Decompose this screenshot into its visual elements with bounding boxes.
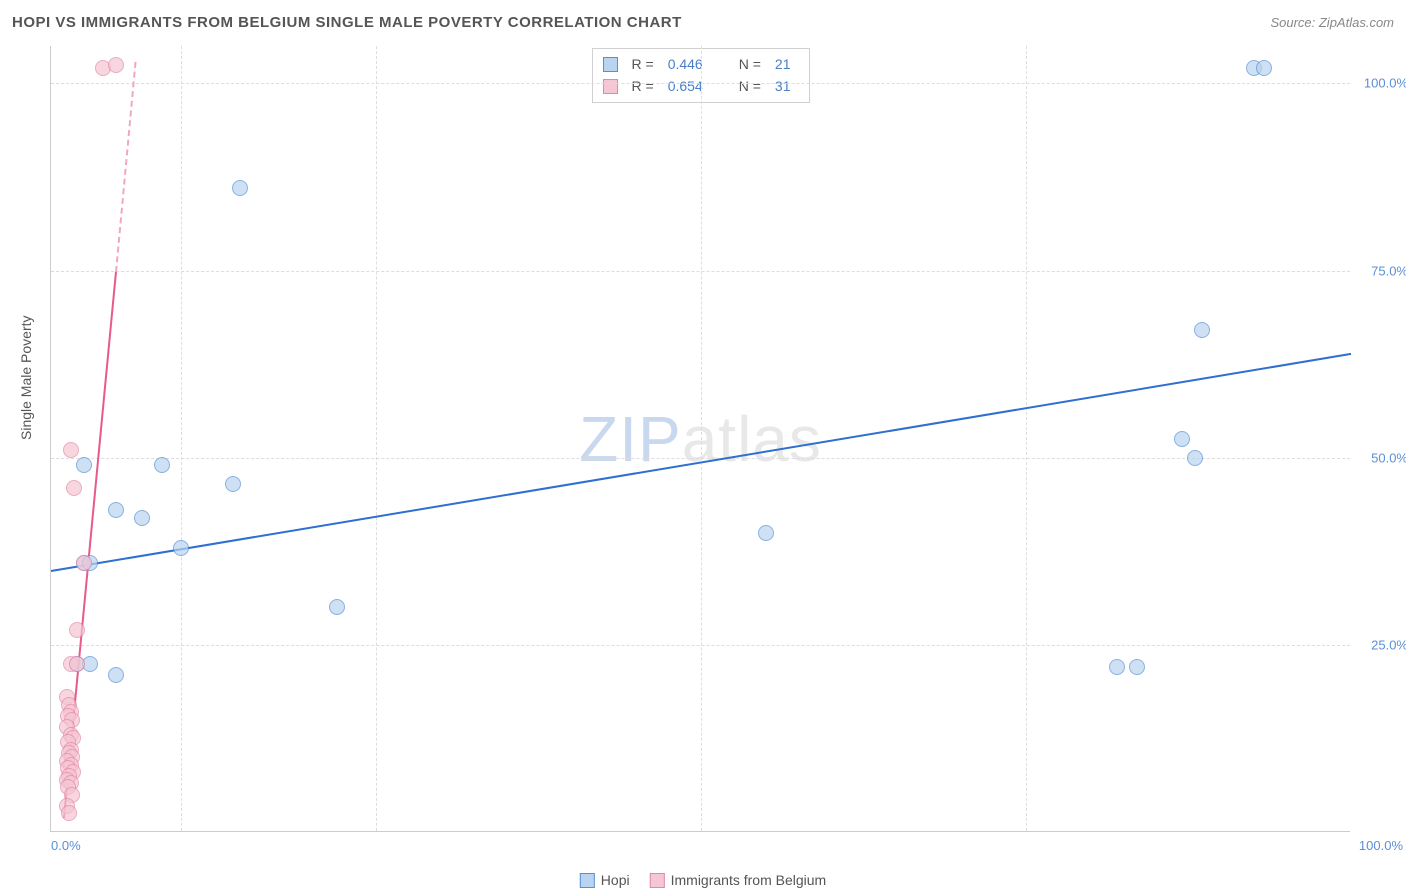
data-point [329,599,345,615]
gridline-vertical [1026,46,1027,831]
data-point [1194,322,1210,338]
data-point [225,476,241,492]
r-label: R = [632,53,654,75]
legend-series-item: Immigrants from Belgium [650,872,827,888]
plot-area: ZIPatlas R =0.446N =21R =0.654N =31 25.0… [50,46,1350,832]
data-point [108,667,124,683]
legend-swatch [580,873,595,888]
legend-swatch [603,57,618,72]
data-point [69,656,85,672]
chart-source: Source: ZipAtlas.com [1270,15,1394,30]
data-point [1109,659,1125,675]
data-point [1256,60,1272,76]
legend-series: Hopi Immigrants from Belgium [580,872,826,888]
legend-series-item: Hopi [580,872,630,888]
legend-swatch [603,79,618,94]
y-axis-label: Single Male Poverty [18,315,34,440]
trend-line [115,62,136,272]
data-point [76,555,92,571]
data-point [108,502,124,518]
y-tick-label: 50.0% [1356,450,1406,465]
y-tick-label: 100.0% [1356,76,1406,91]
gridline-vertical [376,46,377,831]
gridline-vertical [701,46,702,831]
data-point [63,442,79,458]
chart-header: HOPI VS IMMIGRANTS FROM BELGIUM SINGLE M… [0,0,1406,36]
data-point [108,57,124,73]
data-point [1129,659,1145,675]
data-point [1187,450,1203,466]
data-point [61,805,77,821]
data-point [1174,431,1190,447]
r-value: 0.654 [668,75,703,97]
data-point [758,525,774,541]
x-tick-label: 0.0% [51,838,81,853]
y-tick-label: 75.0% [1356,263,1406,278]
data-point [173,540,189,556]
legend-series-label: Immigrants from Belgium [671,872,827,888]
data-point [66,480,82,496]
r-value: 0.446 [668,53,703,75]
data-point [154,457,170,473]
data-point [232,180,248,196]
legend-swatch [650,873,665,888]
watermark-atlas: atlas [682,403,822,475]
chart-title: HOPI VS IMMIGRANTS FROM BELGIUM SINGLE M… [12,14,682,31]
n-value: 31 [775,75,791,97]
y-tick-label: 25.0% [1356,637,1406,652]
n-value: 21 [775,53,791,75]
data-point [69,622,85,638]
r-label: R = [632,75,654,97]
data-point [76,457,92,473]
gridline-vertical [181,46,182,831]
legend-series-label: Hopi [601,872,630,888]
n-label: N = [739,53,761,75]
watermark-zip: ZIP [579,403,682,475]
data-point [134,510,150,526]
n-label: N = [739,75,761,97]
x-tick-label: 100.0% [1359,838,1403,853]
